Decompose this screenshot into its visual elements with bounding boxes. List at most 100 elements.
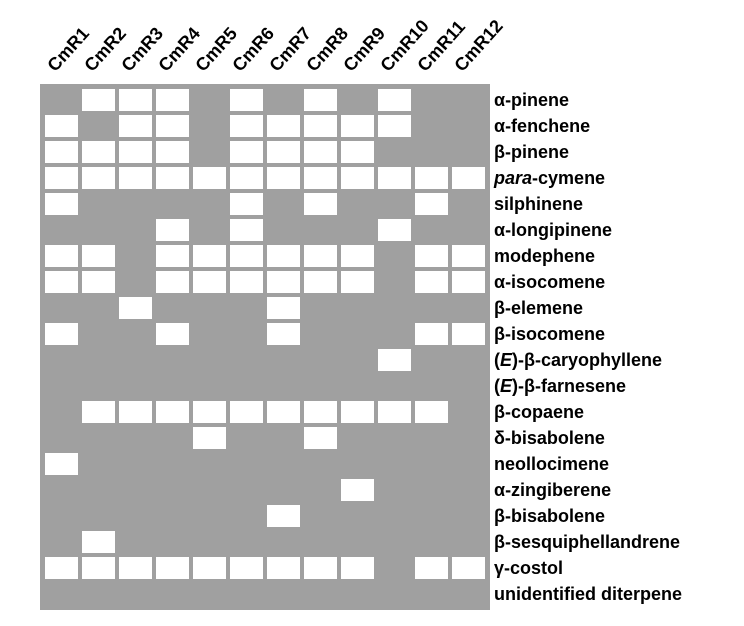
heatmap-cell xyxy=(302,295,339,321)
heatmap-cell xyxy=(265,217,302,243)
heatmap-cell xyxy=(228,373,265,399)
row-label-text: unidentified diterpene xyxy=(494,584,682,605)
column-headers: CmR1CmR2CmR3CmR4CmR5CmR6CmR7CmR8CmR9CmR1… xyxy=(40,10,484,84)
heatmap-cell xyxy=(339,243,376,269)
heatmap-cell xyxy=(450,295,487,321)
heatmap-cell xyxy=(117,295,154,321)
heatmap-cell xyxy=(376,503,413,529)
heatmap-cell xyxy=(450,321,487,347)
heatmap-cell xyxy=(413,321,450,347)
heatmap-cell xyxy=(339,87,376,113)
heatmap-cell xyxy=(413,295,450,321)
heatmap-cell xyxy=(228,139,265,165)
row-label-prefix: (E xyxy=(494,376,512,397)
heatmap-cell xyxy=(450,503,487,529)
heatmap-cell xyxy=(154,555,191,581)
heatmap-cell xyxy=(154,87,191,113)
row-label: β-sesquiphellandrene xyxy=(494,529,682,555)
heatmap-cell xyxy=(413,191,450,217)
heatmap-cell xyxy=(43,529,80,555)
heatmap-cell xyxy=(43,373,80,399)
heatmap-cell xyxy=(228,477,265,503)
heatmap-cell xyxy=(154,529,191,555)
heatmap-cell xyxy=(80,503,117,529)
heatmap-cell xyxy=(413,477,450,503)
heatmap-cell xyxy=(191,503,228,529)
row-label-text: γ-costol xyxy=(494,558,563,579)
heatmap-cell xyxy=(302,425,339,451)
heatmap-cell xyxy=(376,451,413,477)
heatmap-cell xyxy=(302,373,339,399)
heatmap-cell xyxy=(450,425,487,451)
heatmap-cell xyxy=(191,347,228,373)
heatmap-cell xyxy=(265,113,302,139)
heatmap-cell xyxy=(376,87,413,113)
row-label: modephene xyxy=(494,243,682,269)
heatmap-cell xyxy=(376,217,413,243)
heatmap-cell xyxy=(228,87,265,113)
row-label: α-longipinene xyxy=(494,217,682,243)
heatmap-cell xyxy=(80,347,117,373)
heatmap-cell xyxy=(191,243,228,269)
row-label: (E)-β-caryophyllene xyxy=(494,347,682,373)
row-label-text: β-pinene xyxy=(494,142,569,163)
heatmap-cell xyxy=(413,139,450,165)
heatmap-cell xyxy=(228,113,265,139)
heatmap-cell xyxy=(339,451,376,477)
heatmap-cell xyxy=(80,399,117,425)
heatmap-cell xyxy=(339,165,376,191)
heatmap-cell xyxy=(154,451,191,477)
heatmap-cell xyxy=(228,295,265,321)
row-label-text: neollocimene xyxy=(494,454,609,475)
heatmap-cell xyxy=(265,477,302,503)
heatmap-cell xyxy=(43,321,80,347)
heatmap-cell xyxy=(265,529,302,555)
heatmap-cell xyxy=(154,373,191,399)
heatmap-cell xyxy=(117,243,154,269)
heatmap-cell xyxy=(228,529,265,555)
heatmap-cell xyxy=(80,191,117,217)
heatmap-cell xyxy=(80,87,117,113)
heatmap-cell xyxy=(376,347,413,373)
heatmap-cell xyxy=(265,373,302,399)
heatmap-cell xyxy=(228,217,265,243)
heatmap-cell xyxy=(450,477,487,503)
heatmap-cell xyxy=(80,165,117,191)
heatmap-cell xyxy=(339,581,376,607)
heatmap-cell xyxy=(450,451,487,477)
heatmap-cell xyxy=(413,425,450,451)
heatmap-cell xyxy=(376,529,413,555)
heatmap-cell xyxy=(191,139,228,165)
heatmap-cell xyxy=(43,139,80,165)
heatmap-cell xyxy=(413,451,450,477)
heatmap-cell xyxy=(43,113,80,139)
heatmap-cell xyxy=(265,555,302,581)
heatmap-cell xyxy=(228,503,265,529)
heatmap-grid xyxy=(40,84,490,610)
row-label-text: δ-bisabolene xyxy=(494,428,605,449)
heatmap-cell xyxy=(80,425,117,451)
heatmap-cell xyxy=(339,477,376,503)
heatmap-cell xyxy=(302,243,339,269)
row-label-text: )-β-farnesene xyxy=(512,376,626,397)
heatmap-cell xyxy=(450,191,487,217)
heatmap-cell xyxy=(413,87,450,113)
heatmap-cell xyxy=(80,529,117,555)
heatmap-cell xyxy=(43,347,80,373)
row-label: β-copaene xyxy=(494,399,682,425)
heatmap-cell xyxy=(43,399,80,425)
heatmap-cell xyxy=(191,373,228,399)
row-label-text: β-copaene xyxy=(494,402,584,423)
row-label-text: modephene xyxy=(494,246,595,267)
row-labels: α-pineneα-fencheneβ-pinenepara-cymenesil… xyxy=(494,84,682,607)
heatmap-cell xyxy=(154,425,191,451)
heatmap-cell xyxy=(228,243,265,269)
heatmap-cell xyxy=(302,477,339,503)
heatmap-cell xyxy=(265,139,302,165)
heatmap-cell xyxy=(265,269,302,295)
row-label: β-elemene xyxy=(494,295,682,321)
heatmap-cell xyxy=(43,451,80,477)
heatmap-cell xyxy=(80,373,117,399)
heatmap-cell xyxy=(265,191,302,217)
heatmap-cell xyxy=(117,399,154,425)
